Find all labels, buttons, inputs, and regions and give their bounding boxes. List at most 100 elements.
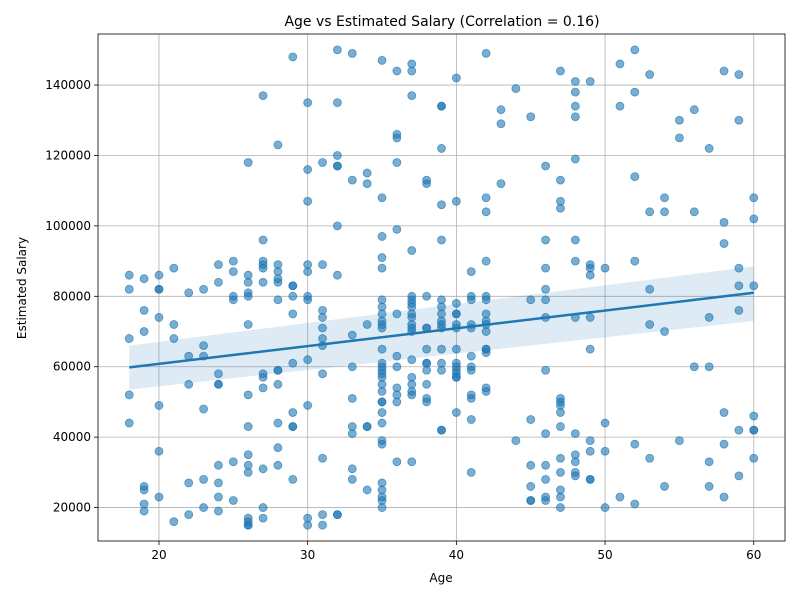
scatter-point xyxy=(139,485,149,495)
x-tick-label: 40 xyxy=(449,548,464,562)
scatter-point xyxy=(199,341,208,350)
scatter-point xyxy=(303,196,313,206)
scatter-point xyxy=(258,235,268,245)
x-axis-title: Age xyxy=(429,571,452,585)
scatter-point xyxy=(719,66,729,76)
scatter-point xyxy=(630,45,640,55)
scatter-point xyxy=(630,87,640,97)
scatter-point xyxy=(466,394,476,403)
scatter-point xyxy=(258,503,268,512)
scatter-point xyxy=(585,436,595,446)
scatter-point xyxy=(630,172,640,181)
scatter-point xyxy=(451,196,461,206)
scatter-point xyxy=(437,144,446,153)
scatter-point xyxy=(645,207,655,217)
scatter-point xyxy=(541,474,550,484)
scatter-point xyxy=(422,379,432,389)
scatter-point xyxy=(243,520,253,530)
scatter-point xyxy=(437,344,446,354)
scatter-point xyxy=(556,422,565,431)
scatter-point xyxy=(570,87,580,97)
scatter-point xyxy=(288,52,298,62)
scatter-point xyxy=(749,425,759,435)
scatter-point xyxy=(377,386,387,396)
chart-title: Age vs Estimated Salary (Correlation = 0… xyxy=(284,14,599,30)
scatter-point xyxy=(154,284,164,294)
scatter-point xyxy=(318,313,327,322)
scatter-point xyxy=(526,496,536,505)
scatter-point xyxy=(481,48,491,58)
scatter-point xyxy=(214,369,223,379)
scatter-point xyxy=(318,369,327,379)
scatter-point xyxy=(481,295,491,305)
scatter-point xyxy=(466,295,476,305)
scatter-point xyxy=(719,408,729,417)
scatter-point xyxy=(570,101,580,111)
scatter-point xyxy=(541,496,550,505)
x-tick-label: 30 xyxy=(300,548,315,562)
scatter-point xyxy=(585,77,595,86)
scatter-point xyxy=(243,467,253,477)
data-points xyxy=(124,45,759,530)
scatter-point xyxy=(243,422,253,431)
scatter-point xyxy=(139,305,149,315)
scatter-point xyxy=(451,344,461,354)
scatter-point xyxy=(333,161,342,171)
scatter-point xyxy=(407,355,417,365)
y-tick-label: 120000 xyxy=(45,148,91,162)
scatter-point xyxy=(392,66,402,76)
scatter-point xyxy=(466,365,476,375)
scatter-point xyxy=(273,295,283,305)
y-axis-title: Estimated Salary xyxy=(15,237,29,339)
scatter-point xyxy=(570,457,580,467)
scatter-point xyxy=(481,327,491,336)
scatter-point xyxy=(407,91,417,101)
scatter-point xyxy=(422,344,432,354)
scatter-point xyxy=(288,358,298,368)
scatter-point xyxy=(511,436,521,446)
scatter-point xyxy=(615,101,625,111)
scatter-point xyxy=(392,158,402,167)
scatter-point xyxy=(318,520,327,530)
scatter-point xyxy=(585,313,595,322)
scatter-point xyxy=(556,503,565,512)
scatter-point xyxy=(169,334,179,343)
scatter-point xyxy=(258,513,268,523)
scatter-point xyxy=(199,284,208,294)
scatter-point xyxy=(570,112,580,122)
scatter-point xyxy=(228,457,238,467)
scatter-point xyxy=(496,119,506,129)
scatter-point xyxy=(347,330,357,340)
scatter-point xyxy=(362,179,372,189)
y-axis-ticks: 20000 40000 60000 80000 100000 120000 140000 xyxy=(45,78,98,515)
scatter-point xyxy=(675,436,684,446)
scatter-point xyxy=(347,429,357,439)
scatter-point xyxy=(645,284,655,294)
y-tick-label: 60000 xyxy=(53,360,91,374)
scatter-point xyxy=(377,232,387,241)
scatter-point xyxy=(600,263,610,273)
scatter-point xyxy=(704,362,714,372)
scatter-point xyxy=(377,418,387,428)
scatter-point xyxy=(392,397,402,407)
scatter-point xyxy=(407,66,417,76)
scatter-point xyxy=(154,446,164,456)
scatter-point xyxy=(154,270,164,280)
scatter-point xyxy=(600,418,610,428)
scatter-point xyxy=(124,390,134,400)
scatter-point xyxy=(541,365,550,375)
scatter-point xyxy=(422,291,432,301)
scatter-point xyxy=(243,320,253,329)
scatter-point xyxy=(719,239,729,248)
scatter-point xyxy=(570,429,580,439)
scatter-point xyxy=(243,450,253,460)
scatter-point xyxy=(660,207,669,217)
scatter-point xyxy=(511,84,521,93)
scatter-point xyxy=(437,235,446,245)
scatter-point xyxy=(585,270,595,280)
scatter-point xyxy=(556,453,565,463)
scatter-point xyxy=(258,372,268,382)
y-tick-label: 40000 xyxy=(53,430,91,444)
scatter-point xyxy=(362,168,372,178)
